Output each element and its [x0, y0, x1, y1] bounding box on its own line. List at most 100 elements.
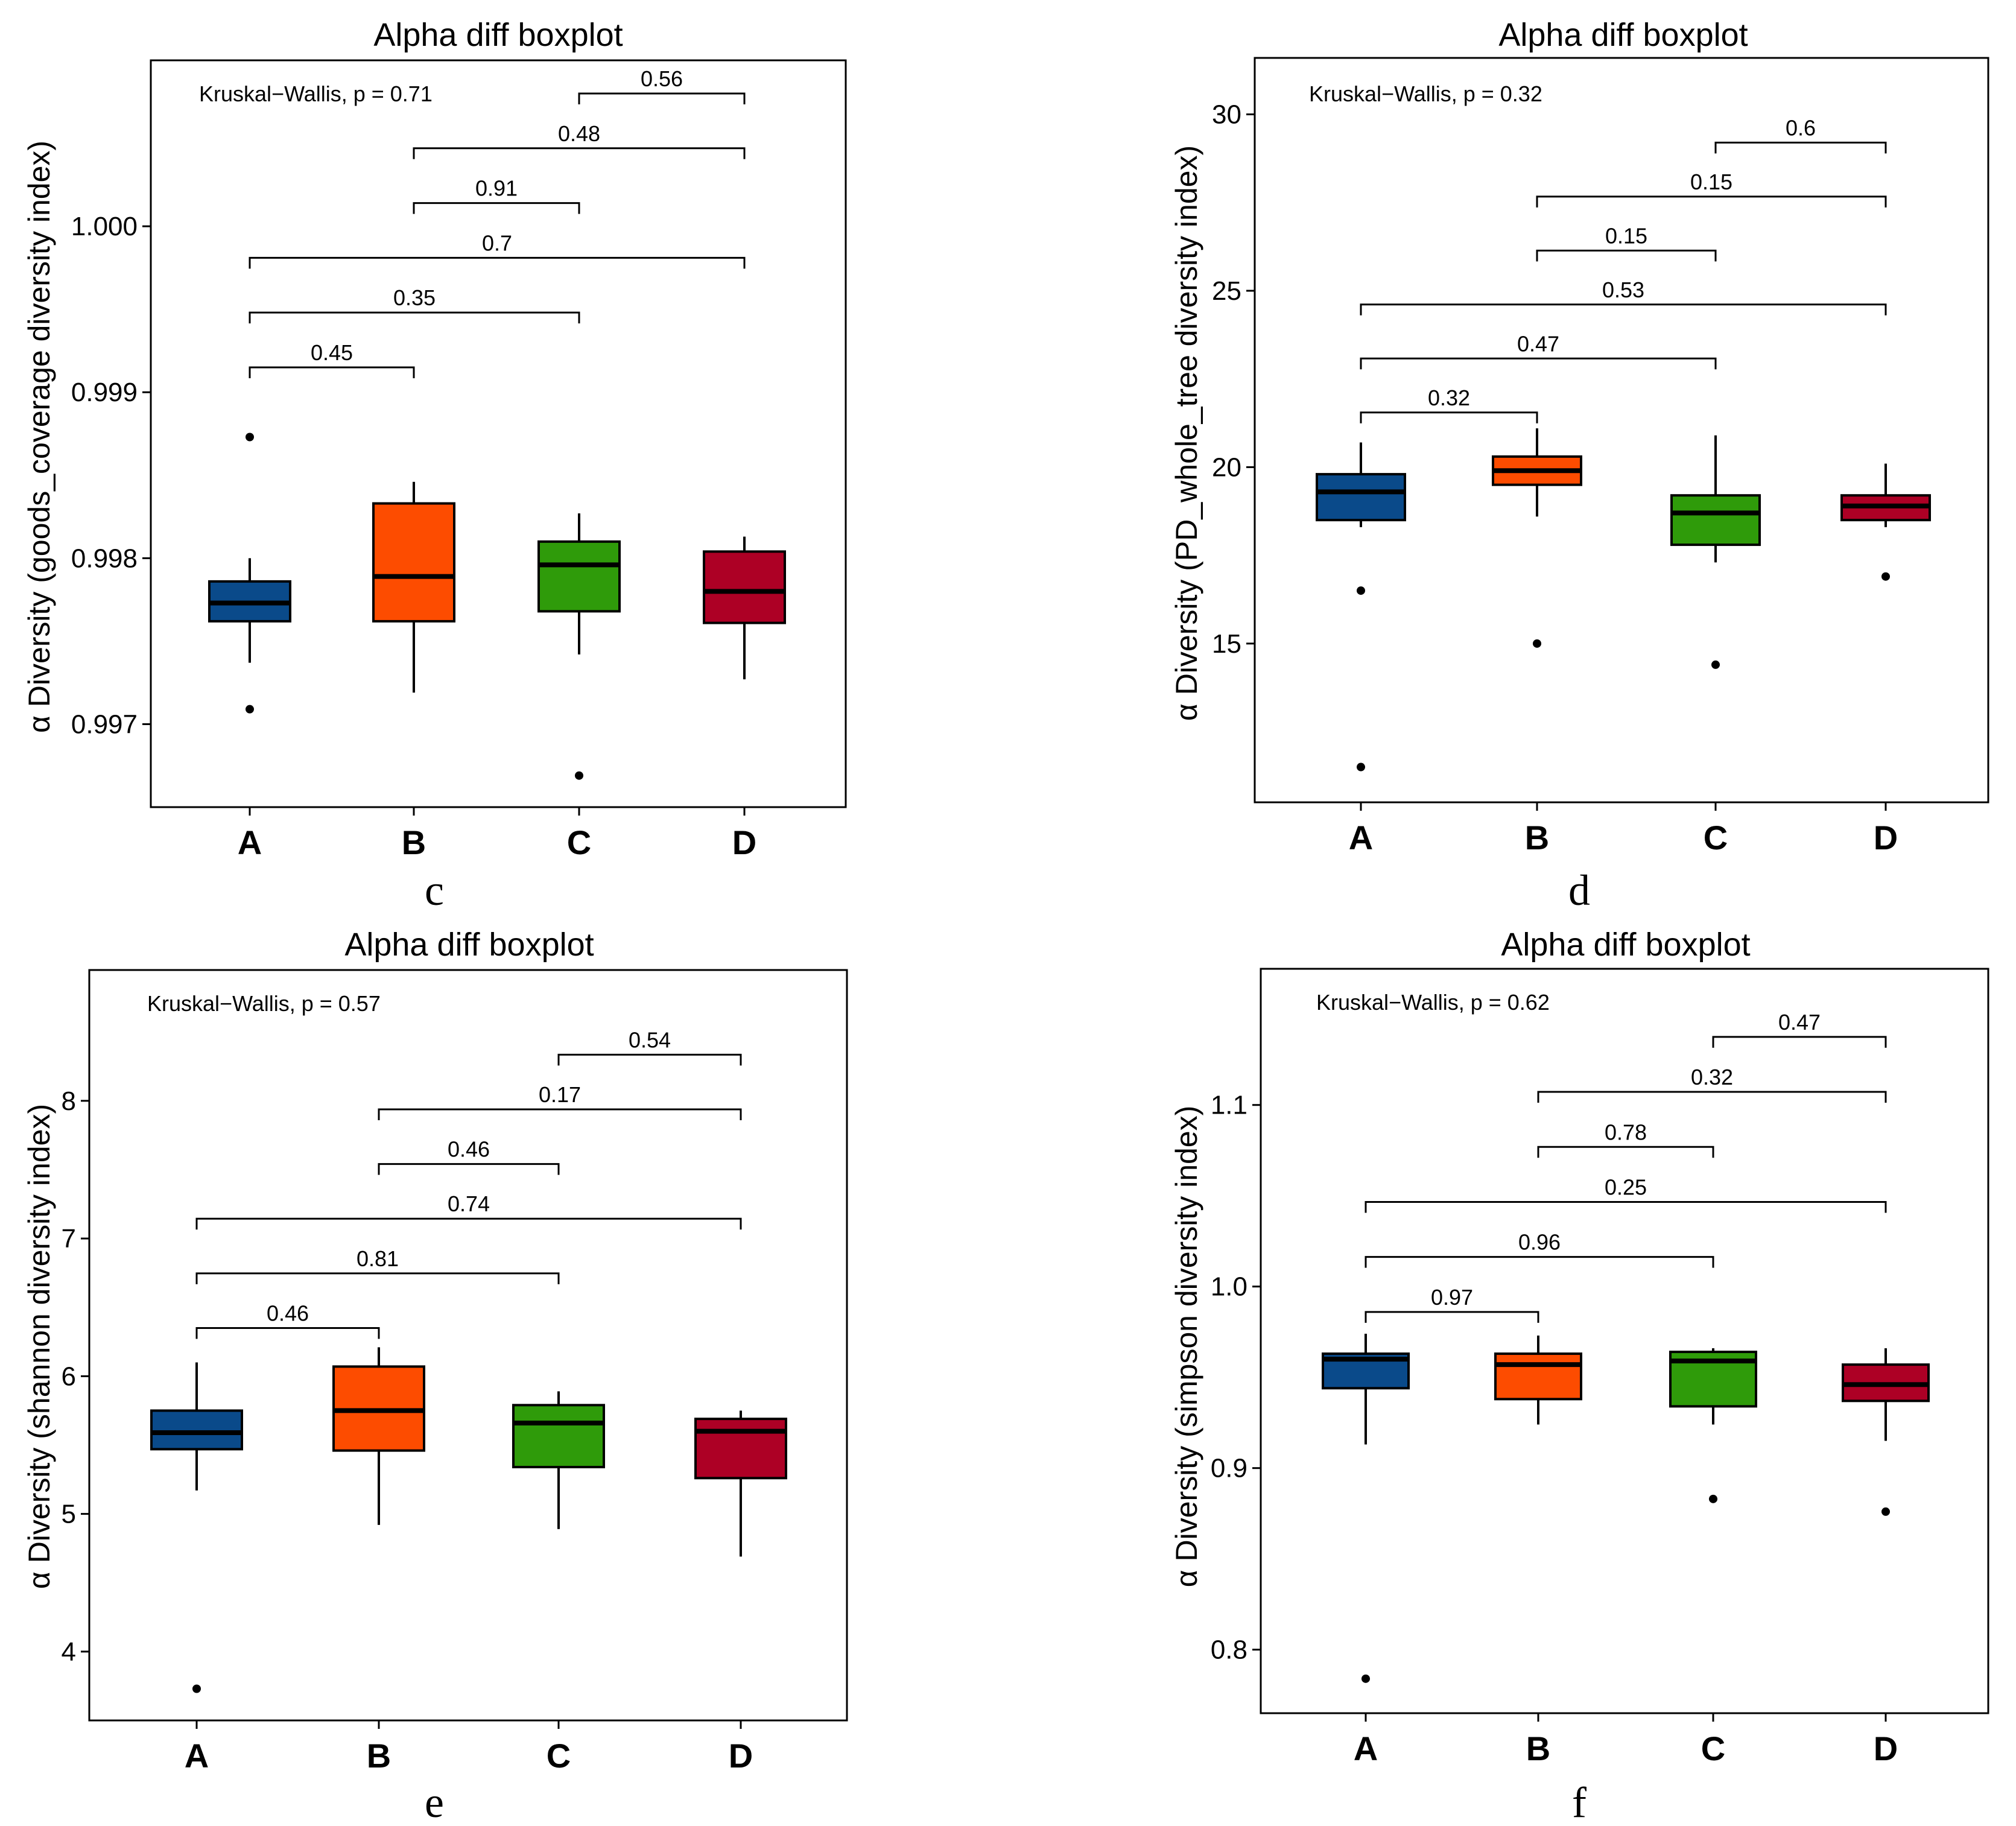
panel-f-bracket-B-C [1537, 1146, 1714, 1158]
panel-e-box-D [694, 1418, 787, 1480]
panel-e-category-label-B: B [367, 1737, 391, 1775]
panel-e-category-label-A: A [185, 1737, 209, 1775]
panel-e-y-tick-label: 8 [62, 1086, 76, 1116]
panel-f-pvalue-C-D: 0.47 [1778, 1010, 1821, 1035]
panel-d-outlier-B [1533, 639, 1541, 648]
panel-c-letter: c [425, 866, 444, 915]
panel-f: Alpha diff boxplot α Diversity (simpson … [1170, 927, 1989, 1826]
panel-f-pvalue-A-D: 0.25 [1605, 1175, 1647, 1199]
panel-c-title: Alpha diff boxplot [373, 17, 623, 53]
panel-c-outlier-A [246, 433, 254, 442]
panel-d-kruskal-wallis: Kruskal−Wallis, p = 0.32 [1309, 81, 1542, 106]
panel-e-category-label-C: C [547, 1737, 571, 1775]
panel-c-bracket-A-D [249, 256, 746, 269]
panel-c-pvalue-A-C: 0.35 [393, 285, 436, 310]
panel-d-pvalue-B-C: 0.15 [1605, 223, 1647, 248]
panel-f-bracket-B-D [1537, 1091, 1887, 1103]
panel-d-pvalue-A-B: 0.32 [1428, 385, 1470, 410]
panel-f-pvalue-A-C: 0.96 [1518, 1230, 1561, 1255]
panel-e-pvalue-A-D: 0.74 [448, 1191, 490, 1216]
panel-c-y-tick-label: 0.999 [71, 378, 138, 407]
panel-c: Alpha diff boxplot α Diversity (goods_co… [22, 17, 847, 915]
panel-c-pvalue-A-D: 0.7 [482, 230, 512, 255]
panel-e-pvalue-A-B: 0.46 [267, 1301, 309, 1325]
panel-e-pvalue-B-D: 0.17 [539, 1082, 581, 1107]
panel-f-y-tick-label: 1.1 [1211, 1091, 1247, 1120]
panel-e-bracket-B-D [378, 1108, 742, 1120]
panel-e-bracket-A-C [195, 1272, 560, 1284]
panel-f-outlier-D [1881, 1507, 1890, 1516]
panel-c-bracket-B-D [413, 147, 746, 159]
panel-e-y-axis-label: α Diversity (shannon diversity index) [22, 1104, 56, 1589]
panel-d-bracket-B-D [1536, 195, 1887, 208]
panel-c-category-label-D: D [732, 823, 756, 861]
panel-e-bracket-A-D [195, 1217, 742, 1230]
panel-f-category-label-B: B [1526, 1729, 1550, 1767]
panel-f-pvalue-B-D: 0.32 [1691, 1065, 1733, 1089]
panel-c-category-label-C: C [567, 823, 591, 861]
panel-d-outlier-A [1357, 586, 1365, 595]
panel-f-bracket-A-C [1365, 1256, 1714, 1268]
panel-e-plot-area [88, 969, 848, 1722]
panel-c-kruskal-wallis: Kruskal−Wallis, p = 0.71 [199, 81, 433, 106]
panel-f-outlier-A [1361, 1674, 1370, 1683]
panel-d-bracket-A-C [1360, 357, 1717, 370]
panel-c-y-tick-label: 1.000 [71, 212, 138, 241]
panel-c-box-C [537, 540, 621, 613]
panel-d-box-A [1316, 473, 1406, 522]
panel-f-y-axis-label: α Diversity (simpson diversity index) [1170, 1106, 1203, 1588]
panel-c-pvalue-B-C: 0.91 [475, 176, 518, 201]
panel-d-plot-area [1254, 57, 1989, 804]
panel-d-category-label-B: B [1525, 819, 1549, 857]
panel-d-category-label-C: C [1704, 819, 1728, 857]
panel-f-title: Alpha diff boxplot [1501, 927, 1750, 963]
panel-c-bracket-C-D [578, 92, 746, 105]
panel-c-pvalue-A-B: 0.45 [311, 340, 353, 365]
panel-d-y-tick-label: 15 [1212, 629, 1241, 659]
panel-f-y-tick-label: 0.8 [1211, 1635, 1247, 1665]
panel-c-bracket-A-C [249, 311, 580, 324]
panel-e-box-A [150, 1409, 243, 1451]
panel-f-category-label-D: D [1874, 1729, 1898, 1767]
panel-e-letter: e [425, 1778, 444, 1826]
panel-d-y-tick-label: 20 [1212, 452, 1241, 482]
panel-e-box-C [512, 1404, 605, 1469]
panel-f-category-label-A: A [1354, 1729, 1378, 1767]
panel-c-outlier-C [575, 771, 583, 780]
panel-d-title: Alpha diff boxplot [1498, 17, 1748, 53]
panel-c-y-axis-label: α Diversity (goods_coverage diversity in… [22, 141, 56, 733]
panel-e-kruskal-wallis: Kruskal−Wallis, p = 0.57 [147, 991, 381, 1016]
panel-e-bracket-C-D [557, 1053, 742, 1066]
panel-d-pvalue-A-D: 0.53 [1602, 277, 1644, 302]
panel-c-bracket-A-B [249, 366, 415, 378]
panel-e-pvalue-B-C: 0.46 [448, 1137, 490, 1162]
panel-e-bracket-B-C [378, 1163, 560, 1175]
panel-d-category-label-D: D [1874, 819, 1898, 857]
panel-f-pvalue-B-C: 0.78 [1605, 1120, 1647, 1144]
panel-f-y-tick-label: 1.0 [1211, 1272, 1247, 1302]
panel-c-pvalue-C-D: 0.56 [641, 66, 683, 91]
panel-f-bracket-C-D [1712, 1036, 1887, 1048]
panel-d-outlier-C [1711, 660, 1720, 669]
panel-e-outlier-A [192, 1684, 201, 1693]
panel-d-y-axis-label: α Diversity (PD_whole_tree diversity ind… [1170, 145, 1203, 721]
panel-e-y-tick-label: 7 [62, 1224, 76, 1254]
panel-f-plot-area [1260, 968, 1989, 1714]
panel-c-box-B [372, 502, 455, 623]
panel-d-y-tick-label: 30 [1212, 100, 1241, 130]
panel-c-pvalue-B-D: 0.48 [558, 121, 600, 146]
panel-e-y-tick-label: 5 [62, 1500, 76, 1529]
panel-d-y-tick-label: 25 [1212, 276, 1241, 306]
panel-f-pvalue-A-B: 0.97 [1431, 1285, 1473, 1310]
panel-c-bracket-B-C [413, 202, 580, 214]
panel-d-bracket-A-D [1360, 303, 1887, 315]
panel-d-pvalue-B-D: 0.15 [1690, 170, 1732, 194]
panel-d-outlier-A [1357, 762, 1365, 772]
panel-f-y-tick-label: 0.9 [1211, 1454, 1247, 1483]
panel-e-category-label-D: D [729, 1737, 753, 1775]
panel-d-bracket-B-C [1536, 249, 1717, 262]
panel-e-y-tick-label: 4 [62, 1637, 76, 1667]
panel-f-bracket-A-D [1365, 1200, 1887, 1213]
panel-e-y-tick-label: 6 [62, 1362, 76, 1391]
